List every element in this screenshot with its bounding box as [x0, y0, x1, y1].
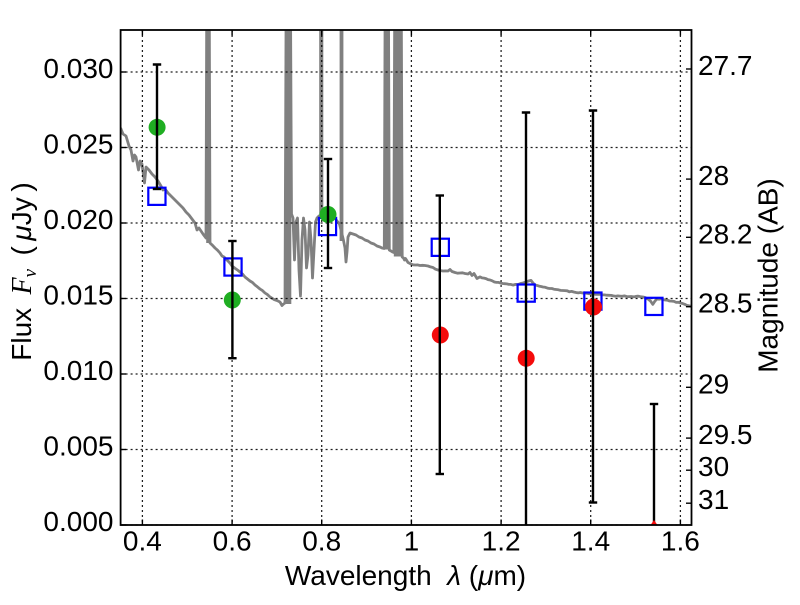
svg-text:28.5: 28.5 [698, 288, 753, 319]
svg-text:27.7: 27.7 [698, 50, 753, 81]
svg-text:0.030: 0.030 [43, 53, 113, 84]
svg-text:1.4: 1.4 [571, 526, 610, 557]
svg-text:29.5: 29.5 [698, 419, 753, 450]
svg-text:30: 30 [698, 451, 729, 482]
svg-text:Wavelength λ (μm): Wavelength λ (μm) [285, 560, 526, 591]
svg-text:28: 28 [698, 160, 729, 191]
svg-text:29: 29 [698, 368, 729, 399]
svg-text:0.010: 0.010 [43, 355, 113, 386]
svg-text:1.2: 1.2 [482, 526, 521, 557]
svg-text:0.6: 0.6 [213, 526, 252, 557]
svg-text:0.000: 0.000 [43, 506, 113, 537]
svg-text:1: 1 [404, 526, 420, 557]
svg-text:0.020: 0.020 [43, 204, 113, 235]
svg-text:28.2: 28.2 [698, 218, 753, 249]
svg-text:Magnitude (AB): Magnitude (AB) [753, 178, 784, 373]
svg-text:0.8: 0.8 [302, 526, 341, 557]
svg-text:0.015: 0.015 [43, 280, 113, 311]
svg-text:1.6: 1.6 [661, 526, 700, 557]
svg-text:31: 31 [698, 484, 729, 515]
svg-text:Flux Fν ( μJy ): Flux Fν ( μJy ) [6, 182, 41, 360]
svg-text:0.025: 0.025 [43, 129, 113, 160]
svg-text:0.005: 0.005 [43, 431, 113, 462]
svg-text:0.4: 0.4 [123, 526, 162, 557]
